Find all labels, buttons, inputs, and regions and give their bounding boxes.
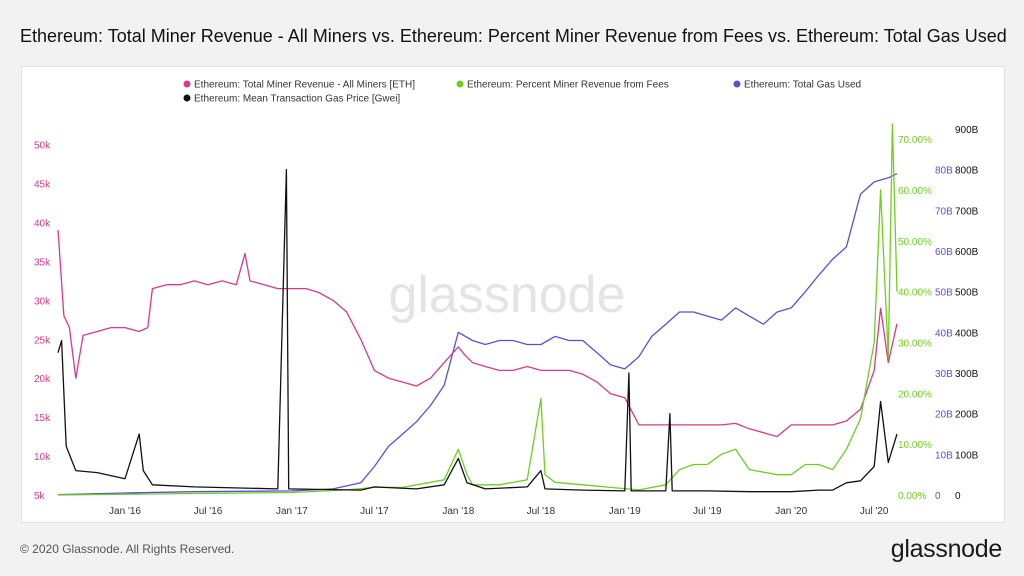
y-tick-label-gas-price: 600B	[955, 247, 979, 258]
y-tick-label-revenue: 40k	[34, 218, 51, 229]
y-tick-label-gas-price: 900B	[955, 125, 979, 136]
y-tick-label-fees: 50.00%	[898, 237, 932, 248]
watermark-text: glassnode	[388, 266, 625, 324]
y-tick-label-fees: 60.00%	[898, 186, 932, 197]
x-tick-label: Jul '19	[693, 506, 722, 517]
y-tick-label-gas-used: 0	[935, 491, 941, 502]
legend-label-gas_used[interactable]: Ethereum: Total Gas Used	[744, 80, 861, 91]
y-tick-label-fees: 10.00%	[898, 440, 932, 451]
y-tick-label-fees: 40.00%	[898, 288, 932, 299]
y-tick-label-gas-price: 300B	[955, 369, 979, 380]
legend-label-revenue[interactable]: Ethereum: Total Miner Revenue - All Mine…	[194, 80, 415, 91]
x-tick-label: Jan '18	[442, 506, 474, 517]
y-tick-label-gas-price: 100B	[955, 450, 979, 461]
revenue-line	[57, 230, 898, 438]
y-tick-label-gas-used: 50B	[935, 288, 953, 299]
glassnode-logo[interactable]: glassnode	[890, 535, 1003, 563]
legend-label-fees[interactable]: Ethereum: Percent Miner Revenue from Fee…	[467, 80, 669, 91]
x-tick-label: Jul '17	[360, 506, 389, 517]
legend-marker-gas_price	[183, 94, 191, 102]
x-tick-label: Jan '16	[109, 506, 141, 517]
y-tick-label-gas-used: 60B	[935, 247, 953, 258]
chart-title: Ethereum: Total Miner Revenue - All Mine…	[20, 26, 1007, 46]
x-tick-label: Jan '19	[609, 506, 641, 517]
y-tick-label-gas-used: 70B	[935, 206, 953, 217]
y-tick-label-revenue: 10k	[34, 452, 51, 463]
y-tick-label-revenue: 20k	[34, 374, 51, 385]
y-tick-label-gas-used: 40B	[935, 328, 953, 339]
x-tick-label: Jul '16	[194, 506, 223, 517]
y-tick-label-revenue: 15k	[34, 413, 51, 424]
y-tick-label-gas-price: 500B	[955, 288, 979, 299]
y-tick-label-gas-price: 800B	[955, 166, 979, 177]
y-tick-label-fees: 30.00%	[898, 339, 932, 350]
gas-price-line	[57, 169, 898, 493]
gas-used-line	[57, 173, 898, 496]
copyright-text: © 2020 Glassnode. All Rights Reserved.	[20, 542, 235, 556]
y-tick-label-gas-used: 10B	[935, 450, 953, 461]
x-tick-label: Jan '17	[276, 506, 308, 517]
fees-line	[57, 123, 898, 496]
y-tick-label-revenue: 25k	[34, 335, 51, 346]
y-tick-label-fees: 70.00%	[898, 135, 932, 146]
legend-label-gas_price[interactable]: Ethereum: Mean Transaction Gas Price [Gw…	[194, 94, 400, 105]
y-tick-label-gas-used: 80B	[935, 166, 953, 177]
y-tick-label-fees: 20.00%	[898, 389, 932, 400]
y-tick-label-gas-price: 400B	[955, 328, 979, 339]
y-tick-label-revenue: 30k	[34, 296, 51, 307]
x-tick-label: Jul '20	[860, 506, 889, 517]
y-tick-label-gas-price: 700B	[955, 206, 979, 217]
y-tick-label-fees: 0.00%	[898, 491, 926, 502]
y-tick-label-gas-price: 200B	[955, 410, 979, 421]
y-tick-label-revenue: 50k	[34, 141, 51, 152]
x-tick-label: Jul '18	[527, 506, 556, 517]
y-tick-label-gas-price: 0	[955, 491, 961, 502]
legend-marker-gas_used	[733, 80, 741, 88]
chart-panel: glassnode Ethereum: Total Miner Revenue …	[21, 66, 1005, 523]
y-tick-label-revenue: 45k	[34, 180, 51, 191]
chart-svg: glassnode Ethereum: Total Miner Revenue …	[34, 80, 979, 518]
y-tick-label-revenue: 35k	[34, 257, 51, 268]
x-tick-label: Jan '20	[775, 506, 807, 517]
legend-marker-fees	[456, 80, 464, 88]
y-tick-label-revenue: 5k	[34, 491, 46, 502]
y-tick-label-gas-used: 20B	[935, 410, 953, 421]
legend-marker-revenue	[183, 80, 191, 88]
y-tick-label-gas-used: 30B	[935, 369, 953, 380]
